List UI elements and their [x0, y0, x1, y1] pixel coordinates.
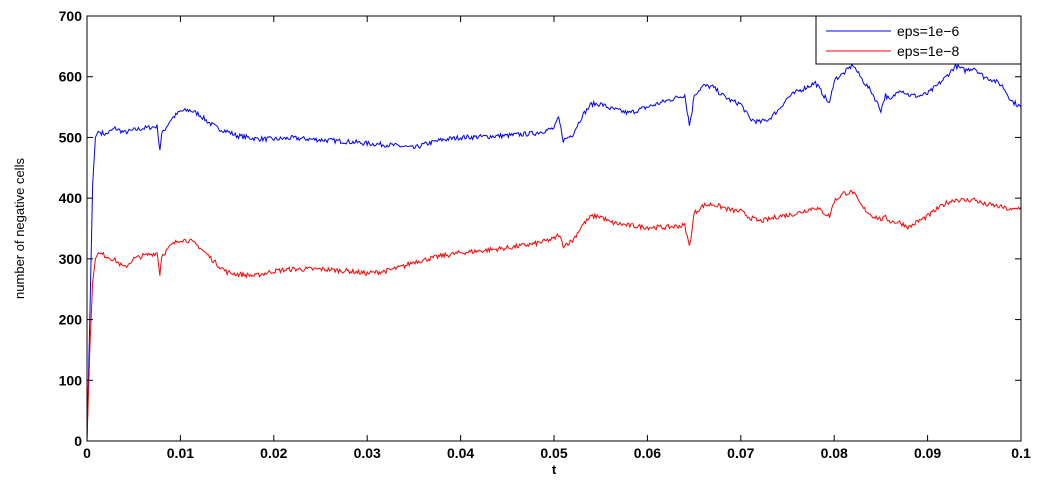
- x-tick-label: 0.09: [914, 445, 941, 461]
- x-tick-label: 0.02: [260, 445, 287, 461]
- x-tick-label: 0.05: [540, 445, 567, 461]
- legend-box: [815, 15, 1022, 65]
- y-axis-label: number of negative cells: [12, 158, 27, 299]
- series-line-eps-1e-8: [86, 189, 1022, 442]
- y-tick-label: 500: [59, 129, 83, 145]
- legend: eps=1e−6 eps=1e−8: [815, 15, 1022, 65]
- x-axis-label: t: [552, 462, 557, 477]
- series-line-eps-1e-6: [86, 61, 1022, 442]
- x-tick-label: 0.03: [354, 445, 381, 461]
- x-tick-label: 0: [83, 445, 91, 461]
- y-tick-label: 700: [59, 8, 83, 24]
- x-tick-label: 0.1: [1011, 445, 1031, 461]
- plot-area: [86, 15, 1022, 442]
- y-tick-label: 100: [59, 372, 83, 388]
- y-tick-label: 400: [59, 190, 83, 206]
- axis-ticks: 0 0.01 0.02 0.03 0.04 0.05 0.06 0.07 0.08 0.09 0.1…: [59, 8, 1031, 461]
- y-tick-label: 300: [59, 251, 83, 267]
- y-tick-label: 200: [59, 312, 83, 328]
- x-tick-label: 0.06: [634, 445, 661, 461]
- x-tick-label: 0.08: [821, 445, 848, 461]
- legend-label-eps-1e-6: eps=1e−6: [897, 23, 959, 39]
- axes-box: [86, 15, 1022, 442]
- legend-label-eps-1e-8: eps=1e−8: [897, 43, 959, 59]
- y-tick-label: 600: [59, 69, 83, 85]
- x-tick-label: 0.01: [167, 445, 194, 461]
- y-tick-label: 0: [74, 433, 82, 449]
- x-tick-label: 0.04: [447, 445, 474, 461]
- x-tick-label: 0.07: [727, 445, 754, 461]
